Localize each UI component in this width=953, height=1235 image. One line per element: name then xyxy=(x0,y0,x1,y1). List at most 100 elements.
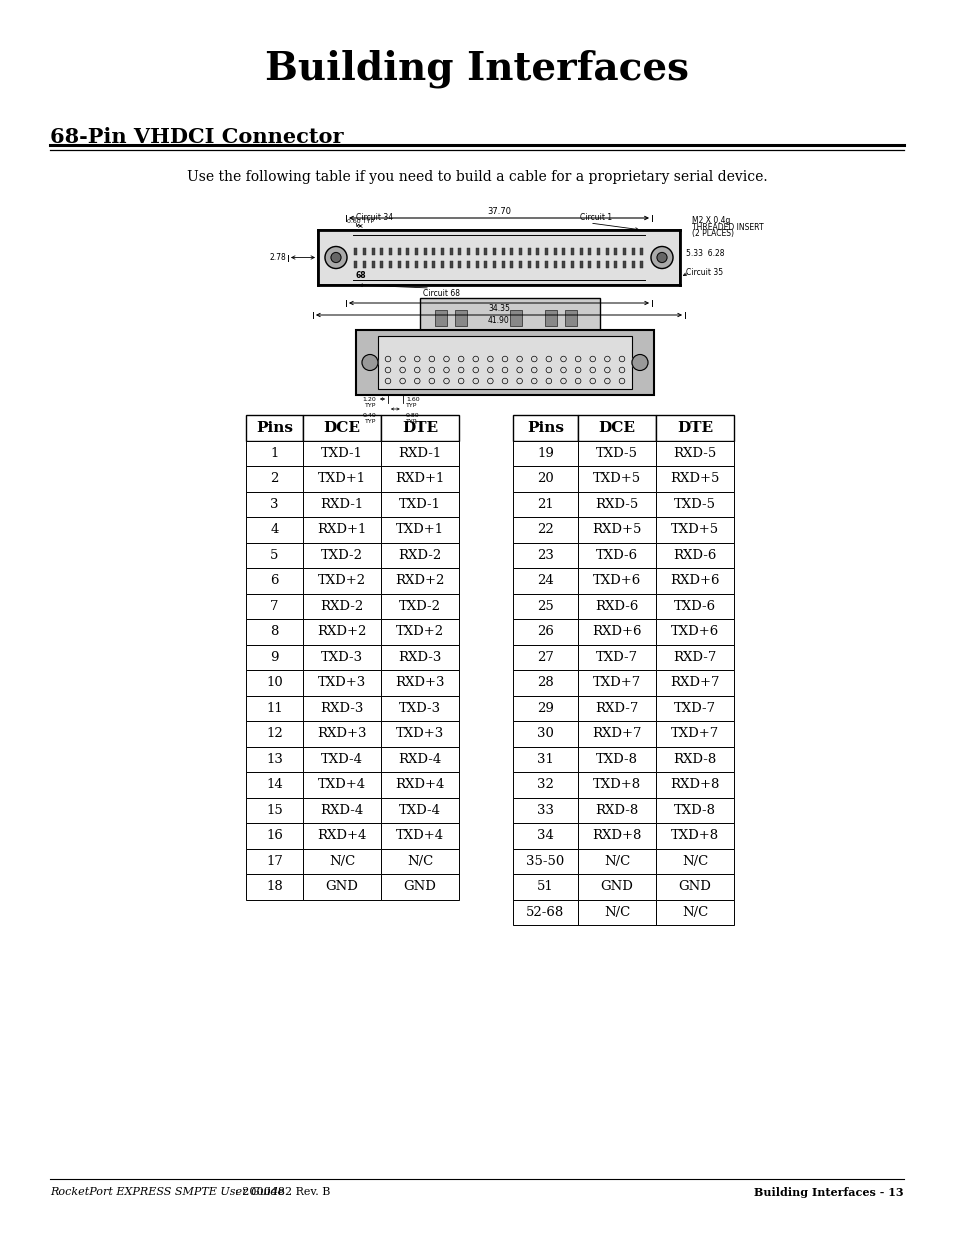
Text: Building Interfaces - 13: Building Interfaces - 13 xyxy=(754,1187,903,1198)
Text: RXD+7: RXD+7 xyxy=(592,727,641,740)
Text: RocketPort EXPRESS SMPTE User Guide: RocketPort EXPRESS SMPTE User Guide xyxy=(50,1187,284,1197)
Bar xyxy=(246,772,303,798)
Text: TXD+2: TXD+2 xyxy=(395,625,443,638)
Text: 1: 1 xyxy=(270,447,278,459)
Text: RXD-4: RXD-4 xyxy=(320,804,363,816)
Text: Pins: Pins xyxy=(526,421,563,435)
Text: RXD-3: RXD-3 xyxy=(398,651,441,663)
Bar xyxy=(380,874,458,899)
Bar xyxy=(303,568,380,594)
Bar xyxy=(406,247,409,254)
Bar xyxy=(476,261,478,268)
Text: 41.90: 41.90 xyxy=(488,316,509,325)
Bar xyxy=(513,441,578,466)
Text: TXD-8: TXD-8 xyxy=(673,804,716,816)
Bar xyxy=(440,247,444,254)
Text: RXD+6: RXD+6 xyxy=(670,574,719,588)
Bar xyxy=(380,492,458,517)
Bar xyxy=(578,415,656,441)
Bar xyxy=(656,441,733,466)
Text: 2.78: 2.78 xyxy=(269,253,286,262)
Text: RXD-6: RXD-6 xyxy=(673,548,716,562)
Bar xyxy=(578,823,656,848)
Text: 3: 3 xyxy=(270,498,278,511)
Bar xyxy=(510,247,513,254)
Bar xyxy=(246,823,303,848)
Bar xyxy=(303,542,380,568)
Bar xyxy=(415,247,417,254)
Text: 18: 18 xyxy=(266,881,283,893)
Bar xyxy=(578,594,656,619)
Text: 2: 2 xyxy=(270,472,278,485)
Text: RXD-6: RXD-6 xyxy=(595,600,638,613)
Text: TXD-1: TXD-1 xyxy=(398,498,440,511)
Bar xyxy=(656,746,733,772)
Bar xyxy=(246,517,303,542)
Text: 13: 13 xyxy=(266,753,283,766)
Bar xyxy=(578,619,656,645)
Bar xyxy=(303,645,380,671)
Text: 11: 11 xyxy=(266,701,283,715)
Bar xyxy=(246,415,303,441)
Text: RXD+2: RXD+2 xyxy=(395,574,444,588)
Bar xyxy=(622,247,625,254)
Text: Circuit 34: Circuit 34 xyxy=(355,212,393,222)
Bar xyxy=(246,645,303,671)
Text: GND: GND xyxy=(678,881,711,893)
Bar xyxy=(578,899,656,925)
Bar xyxy=(355,330,654,395)
Text: TXD-4: TXD-4 xyxy=(398,804,440,816)
Text: TXD-7: TXD-7 xyxy=(673,701,716,715)
Text: 6: 6 xyxy=(270,574,278,588)
Bar xyxy=(303,772,380,798)
Bar xyxy=(380,619,458,645)
Text: 32: 32 xyxy=(537,778,554,792)
Bar xyxy=(554,247,557,254)
Bar xyxy=(588,261,591,268)
Bar xyxy=(389,247,392,254)
Circle shape xyxy=(657,252,666,263)
Bar xyxy=(380,798,458,823)
Bar xyxy=(303,594,380,619)
Bar xyxy=(614,261,617,268)
Circle shape xyxy=(631,354,647,370)
Text: RXD+8: RXD+8 xyxy=(670,778,719,792)
Bar xyxy=(246,441,303,466)
Text: GND: GND xyxy=(600,881,633,893)
Text: TXD+2: TXD+2 xyxy=(317,574,366,588)
Text: DTE: DTE xyxy=(401,421,437,435)
Bar xyxy=(455,310,467,326)
Text: RXD-7: RXD-7 xyxy=(673,651,716,663)
Text: 14: 14 xyxy=(266,778,283,792)
Bar xyxy=(246,542,303,568)
Bar xyxy=(544,247,548,254)
Bar xyxy=(578,798,656,823)
Text: 25: 25 xyxy=(537,600,554,613)
Text: DTE: DTE xyxy=(677,421,712,435)
Text: TXD+4: TXD+4 xyxy=(317,778,366,792)
Bar xyxy=(380,645,458,671)
Text: RXD-2: RXD-2 xyxy=(320,600,363,613)
Bar xyxy=(605,261,608,268)
Bar xyxy=(372,247,375,254)
Bar xyxy=(656,645,733,671)
Text: TXD-6: TXD-6 xyxy=(596,548,638,562)
Text: DCE: DCE xyxy=(323,421,360,435)
Text: RXD+1: RXD+1 xyxy=(395,472,444,485)
Text: RXD+5: RXD+5 xyxy=(592,524,641,536)
Text: : 2000482 Rev. B: : 2000482 Rev. B xyxy=(234,1187,330,1197)
Text: 16: 16 xyxy=(266,829,283,842)
Bar xyxy=(656,823,733,848)
Bar xyxy=(536,261,539,268)
Text: TXD+3: TXD+3 xyxy=(317,677,366,689)
Bar xyxy=(501,247,504,254)
Text: TXD-3: TXD-3 xyxy=(320,651,363,663)
Bar xyxy=(380,466,458,492)
Text: 20: 20 xyxy=(537,472,554,485)
Text: Building Interfaces: Building Interfaces xyxy=(265,49,688,89)
Text: RXD+8: RXD+8 xyxy=(592,829,641,842)
Bar xyxy=(355,247,357,254)
Bar xyxy=(484,261,487,268)
Bar xyxy=(639,247,643,254)
Bar xyxy=(397,247,400,254)
